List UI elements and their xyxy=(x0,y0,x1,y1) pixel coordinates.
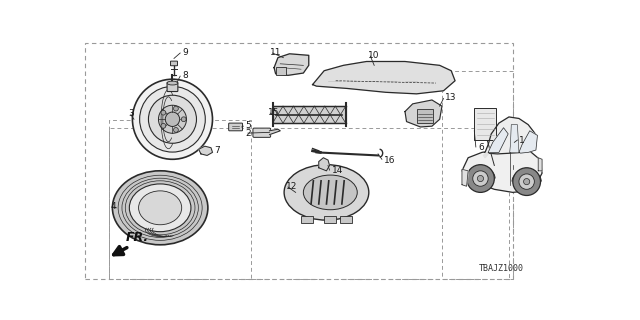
Circle shape xyxy=(161,110,166,115)
FancyBboxPatch shape xyxy=(228,123,243,131)
Text: 1: 1 xyxy=(519,136,525,145)
Text: TBAJZ1000: TBAJZ1000 xyxy=(479,264,524,273)
Text: 11: 11 xyxy=(270,48,282,57)
Text: FR.: FR. xyxy=(125,231,148,244)
Circle shape xyxy=(181,117,186,122)
Bar xyxy=(109,120,251,279)
Ellipse shape xyxy=(139,191,182,225)
Polygon shape xyxy=(405,100,442,127)
Circle shape xyxy=(519,174,534,189)
Circle shape xyxy=(173,127,179,132)
Text: 4: 4 xyxy=(111,202,116,211)
Bar xyxy=(301,215,314,223)
Ellipse shape xyxy=(113,171,208,245)
Ellipse shape xyxy=(303,175,357,210)
Polygon shape xyxy=(519,131,538,153)
Bar xyxy=(84,43,513,279)
FancyBboxPatch shape xyxy=(167,82,178,92)
Polygon shape xyxy=(488,128,508,152)
Circle shape xyxy=(148,95,196,143)
Ellipse shape xyxy=(167,81,178,85)
Text: 10: 10 xyxy=(368,51,380,60)
Text: 14: 14 xyxy=(332,166,343,175)
Text: 3: 3 xyxy=(128,109,134,118)
Circle shape xyxy=(473,171,488,186)
Bar xyxy=(417,109,433,123)
Circle shape xyxy=(524,179,530,185)
Polygon shape xyxy=(269,129,280,135)
Bar xyxy=(442,71,513,279)
Circle shape xyxy=(140,86,205,152)
Circle shape xyxy=(173,106,179,111)
Text: 9: 9 xyxy=(182,48,188,57)
Bar xyxy=(474,108,496,140)
Bar xyxy=(276,67,285,75)
Text: 2: 2 xyxy=(246,129,252,138)
Text: 7: 7 xyxy=(214,146,220,155)
Circle shape xyxy=(161,124,166,128)
Circle shape xyxy=(165,112,180,126)
Bar xyxy=(324,215,337,223)
Text: 12: 12 xyxy=(285,182,297,191)
Bar xyxy=(109,128,509,279)
FancyBboxPatch shape xyxy=(170,61,177,66)
FancyBboxPatch shape xyxy=(253,128,271,137)
Text: 13: 13 xyxy=(445,93,456,102)
Polygon shape xyxy=(485,117,536,154)
Polygon shape xyxy=(509,124,519,152)
Polygon shape xyxy=(198,146,212,156)
Ellipse shape xyxy=(129,184,191,232)
Circle shape xyxy=(477,175,484,182)
Polygon shape xyxy=(484,152,488,158)
Bar xyxy=(273,106,346,123)
Bar xyxy=(340,215,352,223)
Circle shape xyxy=(132,79,212,159)
Ellipse shape xyxy=(284,165,369,220)
Polygon shape xyxy=(312,61,455,94)
Text: 6: 6 xyxy=(478,143,484,152)
Polygon shape xyxy=(274,54,308,75)
Polygon shape xyxy=(538,158,542,171)
Text: 8: 8 xyxy=(182,71,188,80)
Polygon shape xyxy=(319,158,330,171)
Circle shape xyxy=(467,165,494,192)
Text: 16: 16 xyxy=(384,156,396,164)
Polygon shape xyxy=(462,148,542,192)
Circle shape xyxy=(513,168,541,196)
Text: 15: 15 xyxy=(268,108,280,117)
Text: 5: 5 xyxy=(246,121,252,130)
Polygon shape xyxy=(462,169,468,186)
Circle shape xyxy=(159,105,186,133)
